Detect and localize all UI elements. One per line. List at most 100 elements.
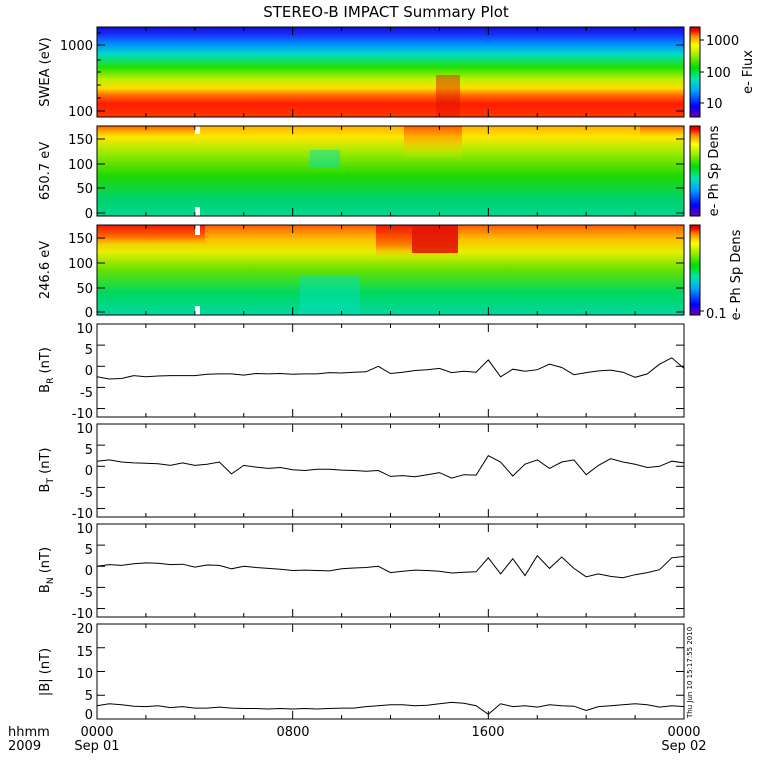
br-ylabel-sub: R xyxy=(46,378,56,384)
swea-cbar-tick-1000: 1000 xyxy=(706,34,739,49)
swea-yaxis: 1000 100 SWEA (eV) xyxy=(38,32,684,120)
pad246-ytick-100: 100 xyxy=(68,257,93,272)
panel-pad-246: 150 100 50 0 246.6 eV 0.1 e- Ph Sp Dens xyxy=(38,224,744,322)
swea-cbar-tick-100: 100 xyxy=(706,66,731,81)
creation-timestamp: Thu Jun 10 15:17:55 2010 xyxy=(686,627,694,719)
pad246-ytick-150: 150 xyxy=(68,232,93,247)
y-tick-marks xyxy=(97,323,684,720)
time-axis-row1-label: hhmm xyxy=(8,725,50,740)
pad246-data-gap-top xyxy=(195,225,200,235)
br-yaxis: 10 5 0 -5 -10 BR (nT) xyxy=(38,322,93,422)
pad650-ytick-100: 100 xyxy=(68,158,93,173)
pad650-data-gap-bottom xyxy=(195,207,200,216)
time-tick-0000-end: 0000 xyxy=(667,725,700,740)
bn-ytick-5: 5 xyxy=(85,543,93,558)
br-ylabel-tail: (nT) xyxy=(38,347,53,377)
bmag-ytick-20: 20 xyxy=(76,622,93,637)
pad246-data-gap-bottom xyxy=(195,306,200,315)
pad246-yaxis: 150 100 50 0 246.6 eV xyxy=(38,232,684,321)
bn-ytick-0: 0 xyxy=(85,564,93,579)
bt-ytick-neg5: -5 xyxy=(80,486,93,501)
bt-yaxis: 10 5 0 -5 -10 BT (nT) xyxy=(38,422,93,522)
pad650-enhancement-left xyxy=(97,126,195,140)
bt-frame xyxy=(96,423,685,518)
pad246-cyan-patch xyxy=(300,275,360,315)
bt-ytick-neg10: -10 xyxy=(72,507,93,522)
br-ytick-neg10: -10 xyxy=(72,407,93,422)
pad650-ytick-50: 50 xyxy=(76,182,93,197)
pad246-enhancement-left xyxy=(97,225,205,245)
panel-br: 10 5 0 -5 -10 BR (nT) xyxy=(38,322,685,422)
pad246-ytick-50: 50 xyxy=(76,282,93,297)
bmag-ytick-5: 5 xyxy=(85,689,93,704)
br-ytick-0: 0 xyxy=(85,364,93,379)
swea-ytick-1000: 1000 xyxy=(60,39,93,54)
swea-ytick-100: 100 xyxy=(68,105,93,120)
time-axis: hhmm 2009 0000 Sep 01 0800 1600 0000 Sep… xyxy=(8,725,707,754)
pad650-ylabel: 650.7 eV xyxy=(38,142,53,200)
bn-ylabel-main: B xyxy=(38,584,53,593)
bn-yaxis: 10 5 0 -5 -10 BN (nT) xyxy=(38,522,93,622)
pad650-cbar-label: e- Ph Sp Dens xyxy=(707,125,722,216)
bmag-yaxis: 20 15 10 5 0 |B| (nT) xyxy=(38,622,93,723)
time-tick-0800: 0800 xyxy=(276,725,309,740)
pad650-data-gap-top xyxy=(195,126,200,134)
bn-ylabel-sub: N xyxy=(46,577,56,584)
time-tick-1600: 1600 xyxy=(471,725,504,740)
swea-ylabel: SWEA (eV) xyxy=(38,37,53,106)
time-tick-0000: 0000 xyxy=(80,725,113,740)
bn-ytick-10: 10 xyxy=(76,522,93,537)
x-tick-marks xyxy=(96,27,685,719)
bmag-ytick-0: 0 xyxy=(85,708,93,723)
pad246-cbar-label: e- Ph Sp Dens xyxy=(729,229,744,320)
br-ytick-5: 5 xyxy=(85,343,93,358)
bt-ylabel-sub: T xyxy=(46,478,56,485)
pad246-cbar-tick-0.1: 0.1 xyxy=(706,307,727,322)
pad650-enhancement-right xyxy=(640,126,684,140)
panel-pad-650: 150 100 50 0 650.7 eV e- Ph Sp Dens xyxy=(38,125,722,222)
bt-ylabel-tail: (nT) xyxy=(38,448,53,478)
bt-ytick-5: 5 xyxy=(85,443,93,458)
pad246-ytick-0: 0 xyxy=(85,306,93,321)
br-frame xyxy=(96,323,685,418)
panel-swea: 1000 100 SWEA (eV) 1000 100 10 e- Flux xyxy=(38,26,756,120)
bt-ytick-0: 0 xyxy=(85,464,93,479)
bn-ytick-neg10: -10 xyxy=(72,607,93,622)
pad650-spectrogram xyxy=(97,126,684,216)
swea-spectrogram xyxy=(97,27,684,117)
bt-line xyxy=(96,455,685,479)
pad246-enhancement-core xyxy=(412,225,458,253)
br-line xyxy=(96,357,685,380)
bn-frame xyxy=(96,523,685,618)
swea-cbar-label: e- Flux xyxy=(741,50,756,94)
pad650-cyan-patch xyxy=(310,150,340,168)
time-tick-date-sep02: Sep 02 xyxy=(661,739,706,754)
time-axis-row2-label: 2009 xyxy=(8,739,41,754)
time-tick-date-sep01: Sep 01 xyxy=(74,739,119,754)
br-ylabel: BR (nT) xyxy=(38,347,56,393)
bmag-line xyxy=(96,701,685,715)
bn-line xyxy=(96,554,685,579)
panel-bmag: 20 15 10 5 0 |B| (nT) Thu Jun 10 15:17:5… xyxy=(38,622,694,723)
bmag-ylabel: |B| (nT) xyxy=(38,648,53,696)
br-ytick-neg5: -5 xyxy=(80,386,93,401)
bt-ytick-10: 10 xyxy=(76,422,93,437)
swea-colorbar: 1000 100 10 e- Flux xyxy=(689,26,756,118)
pad650-ytick-150: 150 xyxy=(68,133,93,148)
bt-ylabel: BT (nT) xyxy=(38,448,56,493)
bn-ylabel-tail: (nT) xyxy=(38,547,53,577)
bmag-ytick-10: 10 xyxy=(76,667,93,682)
pad650-ytick-0: 0 xyxy=(85,207,93,222)
pad246-colorbar: 0.1 e- Ph Sp Dens xyxy=(689,224,744,322)
swea-mid-enhancement xyxy=(436,75,460,117)
pad246-ylabel: 246.6 eV xyxy=(38,241,53,299)
bn-ylabel: BN (nT) xyxy=(38,547,56,593)
bmag-ytick-15: 15 xyxy=(76,645,93,660)
pad650-yaxis: 150 100 50 0 650.7 eV xyxy=(38,133,684,222)
br-ylabel-main: B xyxy=(38,384,53,393)
br-ytick-10: 10 xyxy=(76,322,93,337)
bt-ylabel-main: B xyxy=(38,484,53,493)
plot-title: STEREO-B IMPACT Summary Plot xyxy=(263,3,509,21)
pad650-colorbar: e- Ph Sp Dens xyxy=(689,125,722,217)
